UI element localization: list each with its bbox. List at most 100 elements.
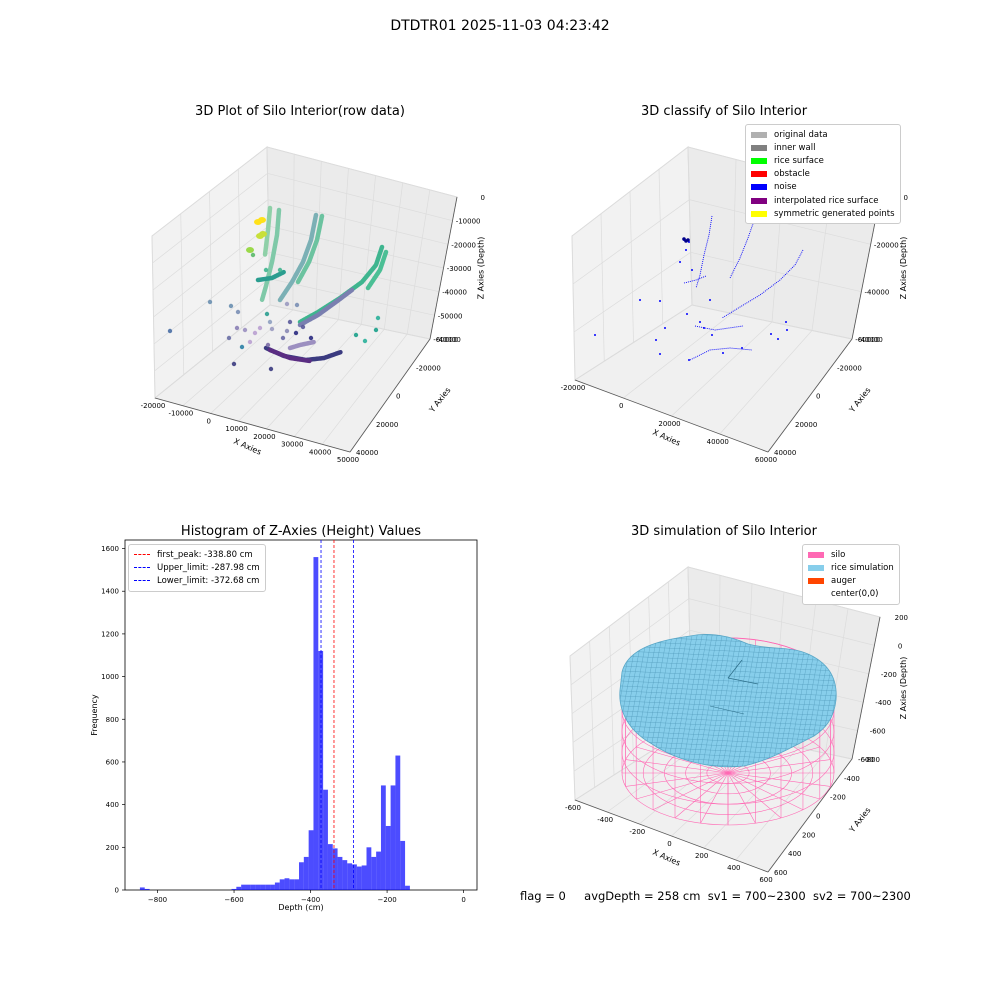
avg-depth-text: avgDepth = 258 cm <box>584 889 701 903</box>
raw-grid-line <box>238 319 339 422</box>
raw-ylabel: Y Axies <box>427 386 453 415</box>
raw-scatter-point <box>247 339 253 345</box>
flag-text: flag = 0 <box>520 889 566 903</box>
silo-floor-spoke <box>652 772 729 811</box>
classify-plot-title: 3D classify of Silo Interior <box>640 104 808 119</box>
simulation-ztick-label: -800 <box>864 756 880 764</box>
simulation-3d-axes: -600 -400 -200 0 200 400 600 -600 -400 -200 0 200 40… <box>565 566 908 884</box>
rice-mesh-line <box>619 679 837 693</box>
histogram-bar <box>270 884 275 890</box>
classify-grid-line <box>623 313 733 399</box>
raw-scatter-point <box>269 326 275 332</box>
classify-xtick-label: 40000 <box>707 438 729 446</box>
classify-grid-line <box>687 146 693 306</box>
silo-floor-spoke <box>727 772 820 800</box>
raw-point-strand <box>262 205 273 258</box>
raw-ztick-label: 0 <box>481 194 485 202</box>
simulation-ytick-label: 400 <box>788 850 801 858</box>
raw-ytick-label: 0 <box>396 393 400 401</box>
raw-xtick-label: -20000 <box>141 402 166 410</box>
legend-swatch <box>751 171 767 178</box>
classify-zlabel: Z Axies (Depth) <box>899 237 908 300</box>
raw-scatter-point <box>294 302 300 308</box>
simulation-ytick-label: -400 <box>844 775 860 783</box>
simulation-grid-line <box>735 753 826 861</box>
classify-noise-point <box>699 321 701 323</box>
rice-mesh-line <box>619 664 837 678</box>
raw-ytick-label: -40000 <box>436 336 461 344</box>
classify-noise-line <box>689 347 753 361</box>
legend-label: interpolated rice surface <box>774 195 879 206</box>
classify-ztick-label: -60000 <box>855 336 880 344</box>
simulation-ztick-label: 0 <box>898 642 902 650</box>
classify-noise-point <box>594 334 596 336</box>
histogram-bar <box>356 866 362 890</box>
raw-scatter-point <box>265 342 271 348</box>
legend-swatch <box>808 591 824 597</box>
simulation-grid-line <box>824 608 849 754</box>
histogram-bar <box>294 879 300 890</box>
histogram-ytick-label: 0 <box>115 887 119 895</box>
classify-xlabel: X Axies <box>651 428 682 448</box>
raw-grid-line <box>154 304 431 399</box>
simulation-legend-entry: auger <box>808 574 894 587</box>
raw-scatter-point <box>267 319 273 325</box>
raw-scatter-point <box>234 325 240 331</box>
raw-scatter-point <box>268 366 274 372</box>
histogram-bar <box>385 825 391 890</box>
simulation-plot-title: 3D simulation of Silo Interior <box>631 524 817 539</box>
raw-point-strand <box>295 213 325 285</box>
classify-ytick-label: -20000 <box>837 364 862 372</box>
classify-noise-point <box>679 261 681 263</box>
histogram-bar <box>361 865 367 890</box>
raw-scatter-point <box>300 324 306 330</box>
simulation-xtick-label: 600 <box>759 876 772 884</box>
histogram-bar <box>279 879 285 890</box>
simulation-legend-entry: center(0,0) <box>808 588 894 601</box>
raw-zlabel: Z Axies (Depth) <box>477 237 486 300</box>
classify-legend-entry: rice surface <box>751 154 895 167</box>
silo-floor-spoke <box>625 772 729 787</box>
raw-xtick-label: 20000 <box>253 433 275 441</box>
legend-label: silo <box>831 549 846 560</box>
raw-grid-line <box>210 314 316 414</box>
silo-floor-spoke <box>727 772 804 811</box>
classify-legend: original data inner wall rice surface obsta… <box>745 124 901 225</box>
legend-label: obstacle <box>774 169 810 180</box>
raw-xtick-label: 0 <box>206 417 210 425</box>
rice-mesh-line <box>729 634 761 767</box>
raw-ytick-label: 20000 <box>376 421 398 429</box>
rice-mesh-line <box>619 699 837 713</box>
simulation-xtick-label: -400 <box>597 816 613 824</box>
simulation-ytick-label: 0 <box>816 813 820 821</box>
classify-grid-line <box>571 235 576 381</box>
raw-point-cluster <box>246 247 254 253</box>
silo-floor-spoke <box>700 772 729 824</box>
histogram-bar <box>332 848 338 890</box>
raw-grid-line <box>182 309 294 406</box>
raw-z-axis-line <box>429 196 458 340</box>
simulation-xtick-label: 0 <box>667 840 671 848</box>
classify-noise-point <box>659 353 661 355</box>
histogram-ytick-label: 400 <box>106 801 119 809</box>
classify-xtick-label: -20000 <box>561 384 586 392</box>
classify-noise-point <box>685 249 687 251</box>
auger-line <box>709 705 745 715</box>
classify-grid-line <box>573 251 862 333</box>
rice-mesh-line <box>709 634 741 767</box>
rice-mesh-line <box>619 689 837 703</box>
histogram-legend-entry: Upper_limit: -287.98 cm <box>134 561 260 574</box>
classify-ytick-label: -40000 <box>858 336 883 344</box>
histogram-bar <box>376 851 381 890</box>
histogram-xtick-label: −600 <box>224 896 243 904</box>
silo-floor-spoke <box>674 772 729 819</box>
simulation-y-axis-line <box>767 758 853 873</box>
histogram-xtick-label: −800 <box>148 896 167 904</box>
histogram-bar <box>308 830 314 890</box>
raw-scatter-point <box>207 299 213 305</box>
classify-grid-line <box>574 304 853 381</box>
rice-mesh-line <box>619 659 837 673</box>
histogram-bar <box>313 557 319 890</box>
histogram-bar <box>236 886 242 890</box>
histogram-axes: −800 −600 −400 −200 0 0 200 400 600 800 1000 1200 14… <box>90 539 478 912</box>
